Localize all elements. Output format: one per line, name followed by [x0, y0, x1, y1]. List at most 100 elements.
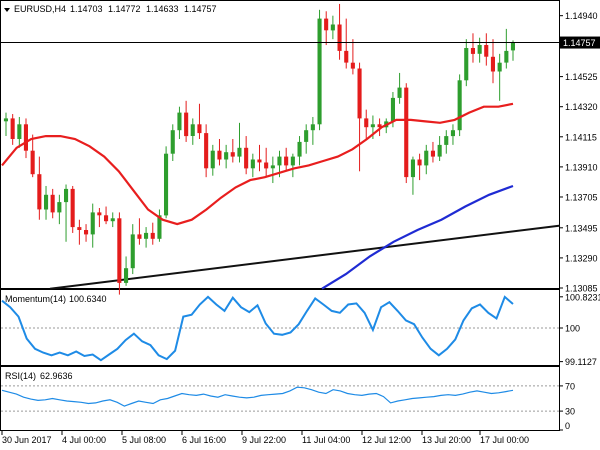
- momentum-tick-label: 99.1127: [565, 357, 597, 367]
- candle-body: [497, 62, 502, 72]
- price-tick-label: 1.13085: [565, 284, 598, 294]
- candle-body: [237, 147, 242, 157]
- price-tick-label: 1.13705: [565, 192, 598, 202]
- candle-body: [244, 147, 249, 169]
- price-tick-label: 1.14115: [565, 132, 597, 142]
- candle-body: [464, 48, 469, 81]
- candle-body: [230, 152, 235, 157]
- rsi-header-value: 62.9636: [40, 371, 73, 381]
- candle-body: [377, 124, 382, 128]
- candle-body: [30, 150, 35, 175]
- candle-body: [490, 56, 495, 72]
- momentum-header-value: 100.6340: [69, 294, 107, 304]
- candle-body: [477, 45, 482, 54]
- candle-body: [23, 124, 28, 151]
- candle-body: [130, 234, 135, 269]
- sma-short-layer: [1, 102, 514, 226]
- candle-body: [10, 118, 15, 139]
- candle-body: [457, 80, 462, 131]
- candle-body: [410, 159, 415, 178]
- candle-body: [84, 230, 89, 235]
- momentum-layer: [1, 295, 559, 362]
- candle-body: [364, 118, 369, 128]
- price-tick-label: 1.14940: [565, 11, 598, 21]
- momentum-tick-label: 100: [565, 324, 580, 334]
- triangle-down-icon[interactable]: [4, 8, 10, 12]
- candle-body: [164, 153, 169, 216]
- rsi-tick-label: 0: [565, 421, 570, 431]
- candle-body: [57, 202, 62, 213]
- axis-layer: 1.14940 1.14757 1.14525 1.14320 1.14115 1.139…: [1, 11, 600, 445]
- candle-body: [257, 159, 262, 163]
- momentum-tick-label: 100.8231: [565, 292, 600, 302]
- candle-body: [70, 188, 75, 228]
- candle-body: [64, 188, 69, 203]
- candle-body: [44, 194, 49, 210]
- candle-body: [270, 165, 275, 169]
- candle-body: [397, 87, 402, 98]
- candle-body: [444, 136, 449, 145]
- candle-body: [170, 130, 175, 154]
- candle-body: [290, 156, 295, 166]
- candles-layer: [3, 3, 515, 295]
- rsi-layer: [1, 385, 559, 412]
- candle-body: [510, 42, 515, 51]
- candle-body: [264, 162, 269, 169]
- candle-body: [344, 50, 349, 63]
- price-tick-label: 1.14525: [565, 72, 598, 82]
- header-high: 1.14772: [108, 4, 141, 14]
- candle-body: [190, 124, 195, 136]
- candle-body: [77, 227, 82, 230]
- candle-body: [450, 130, 455, 137]
- price-tick-label: 1.13290: [565, 253, 598, 263]
- candle-body: [210, 150, 215, 169]
- candle-body: [404, 87, 409, 178]
- candle-body: [370, 124, 375, 128]
- candle-body: [250, 159, 255, 169]
- price-tick-label: 1.13495: [565, 223, 598, 233]
- x-tick-label: 13 Jul 20:00: [422, 435, 471, 445]
- candle-body: [3, 118, 8, 122]
- rsi-panel-frame: [0, 366, 560, 431]
- candle-body: [17, 124, 22, 139]
- candle-body: [470, 48, 475, 54]
- candle-body: [297, 141, 302, 157]
- candle-body: [50, 194, 55, 213]
- candle-body: [310, 124, 315, 131]
- candle-body: [337, 24, 342, 51]
- x-tick-label: 12 Jul 12:00: [362, 435, 411, 445]
- candle-body: [117, 218, 122, 283]
- candle-body: [157, 215, 162, 239]
- candle-body: [204, 133, 209, 169]
- candle-body: [437, 144, 442, 157]
- momentum-header-name: Momentum(14): [5, 294, 66, 304]
- x-tick-label: 6 Jul 16:00: [182, 435, 226, 445]
- candle-body: [197, 124, 202, 134]
- candle-body: [90, 212, 95, 235]
- candle-body: [110, 218, 115, 222]
- x-tick-label: 17 Jul 00:00: [480, 435, 529, 445]
- candle-body: [144, 232, 149, 239]
- sma-long-layer: [321, 184, 514, 290]
- price-tick-label: 1.14320: [565, 102, 598, 112]
- trendline-layer: [49, 224, 561, 290]
- candle-body: [184, 112, 189, 137]
- candle-body: [224, 152, 229, 160]
- candle-body: [137, 234, 142, 239]
- price-tick-label: 1.13910: [565, 162, 598, 172]
- rsi-header-name: RSI(14): [5, 371, 36, 381]
- x-tick-label: 11 Jul 04:00: [302, 435, 350, 445]
- candle-body: [217, 150, 222, 160]
- candle-body: [417, 159, 422, 166]
- header-low: 1.14633: [146, 4, 179, 14]
- x-tick-label: 5 Jul 08:00: [122, 435, 166, 445]
- rsi-tick-label: 70: [565, 381, 575, 391]
- momentum-line: [1, 295, 514, 362]
- candle-body: [37, 174, 42, 210]
- candle-body: [304, 130, 309, 142]
- candle-body: [430, 150, 435, 157]
- candle-body: [124, 268, 129, 283]
- rsi-line: [1, 386, 514, 407]
- candle-body: [504, 50, 509, 63]
